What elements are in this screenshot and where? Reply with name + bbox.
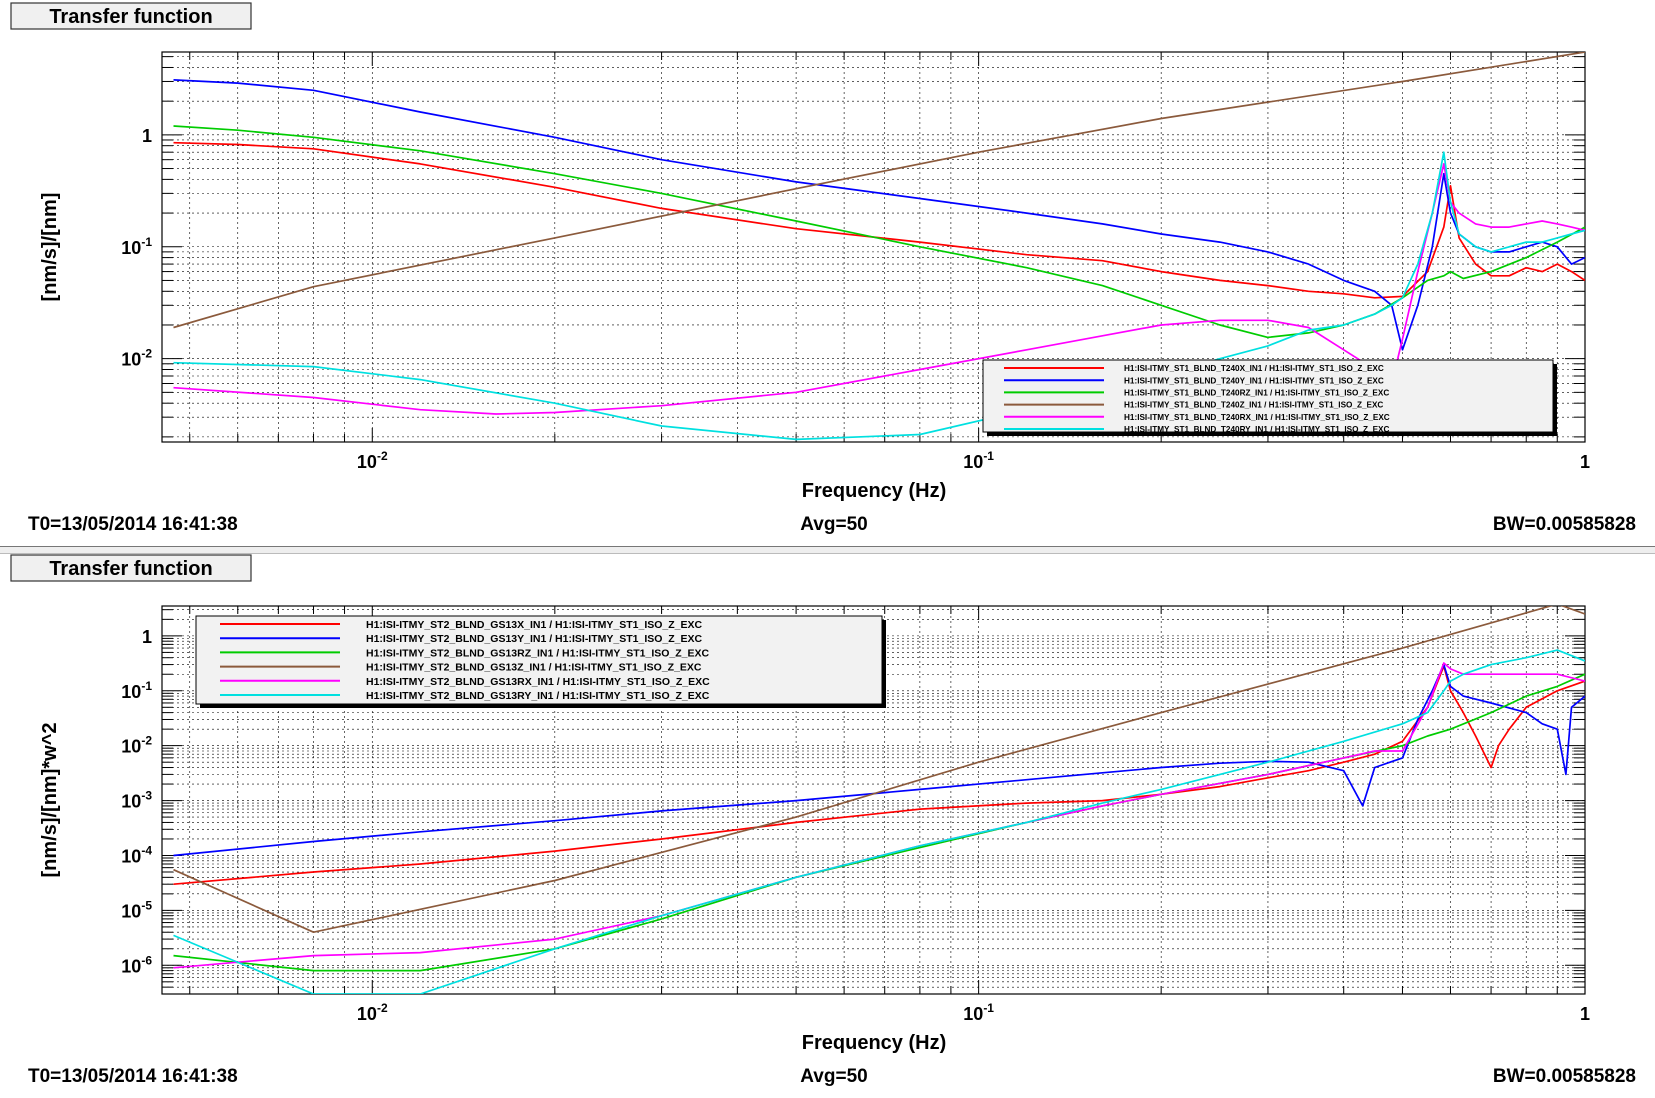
- chart-title: Transfer function: [49, 558, 212, 580]
- y-tick-label-base: 10: [121, 238, 141, 258]
- footer-t0: T0=13/05/2014 16:41:38: [28, 1066, 238, 1087]
- series-group: [173, 52, 1585, 441]
- legend-entry: H1:ISI-ITMY_ST2_BLND_GS13X_IN1 / H1:ISI-…: [366, 619, 703, 631]
- grid-lines: [162, 52, 1586, 442]
- x-tick-label: 10-1: [963, 449, 994, 472]
- y-tick-label-exp: -2: [141, 734, 152, 748]
- x-tick-label-base: 10: [357, 452, 377, 472]
- footer-t0: T0=13/05/2014 16:41:38: [28, 514, 238, 535]
- x-tick-label-base: 10: [963, 1004, 983, 1024]
- y-tick-label: 10-1: [121, 679, 152, 702]
- legend-box: [195, 615, 883, 705]
- legend-entry: H1:ISI-ITMY_ST2_BLND_GS13Y_IN1 / H1:ISI-…: [366, 633, 703, 645]
- series-line: [173, 79, 1585, 351]
- legend-entry: H1:ISI-ITMY_ST1_BLND_T240Y_IN1 / H1:ISI-…: [1124, 376, 1384, 385]
- series-group: [173, 606, 1585, 994]
- legend-entry: H1:ISI-ITMY_ST2_BLND_GS13RX_IN1 / H1:ISI…: [366, 676, 710, 688]
- transfer-function-panel-top: Transfer function 10-2 10-1 1 10-2 10-1 1 Frequ…: [0, 0, 1655, 546]
- y-tick-label: 1: [142, 126, 152, 146]
- x-tick-label-exp: -2: [377, 449, 388, 463]
- footer-bw: BW=0.00585828: [1493, 1066, 1636, 1087]
- series-line: [173, 663, 1585, 857]
- y-tick-label: 10-5: [121, 898, 152, 921]
- y-tick-label: 10-4: [121, 843, 152, 866]
- legend-box: [982, 359, 1554, 433]
- footer-avg: Avg=50: [800, 1066, 867, 1087]
- x-tick-label-base: 1: [1580, 1004, 1590, 1024]
- x-tick-label-base: 10: [963, 452, 983, 472]
- y-tick-label-base: 10: [121, 846, 141, 866]
- title-tab: [10, 2, 252, 30]
- x-tick-label: 10-1: [963, 1001, 994, 1024]
- series-line: [173, 151, 1585, 441]
- panel-divider: [0, 546, 1655, 554]
- legend-entry: H1:ISI-ITMY_ST2_BLND_GS13Z_IN1 / H1:ISI-…: [366, 662, 702, 674]
- series-line: [173, 125, 1585, 339]
- legend-entry: H1:ISI-ITMY_ST1_BLND_T240X_IN1 / H1:ISI-…: [1124, 364, 1384, 373]
- series-line: [173, 141, 1585, 299]
- y-tick-label-base: 1: [142, 627, 152, 647]
- y-tick-label-exp: -3: [141, 789, 152, 803]
- y-tick-label-base: 1: [142, 126, 152, 146]
- legend-entry: H1:ISI-ITMY_ST1_BLND_T240RZ_IN1 / H1:ISI…: [1124, 389, 1389, 398]
- y-tick-label: 10-3: [121, 789, 152, 812]
- y-tick-label-exp: -6: [141, 953, 152, 967]
- y-tick-label-base: 10: [121, 792, 141, 812]
- y-tick-label-exp: -5: [141, 898, 152, 912]
- x-tick-label-base: 1: [1580, 452, 1590, 472]
- y-tick-label-base: 10: [121, 737, 141, 757]
- legend-entry: H1:ISI-ITMY_ST2_BLND_GS13RZ_IN1 / H1:ISI…: [366, 647, 710, 659]
- y-tick-label-base: 10: [121, 350, 141, 370]
- legend-entry: H1:ISI-ITMY_ST2_BLND_GS13RY_IN1 / H1:ISI…: [366, 690, 710, 702]
- x-tick-label-exp: -2: [377, 1001, 388, 1015]
- series-line: [173, 649, 1585, 994]
- series-line: [173, 52, 1585, 329]
- y-tick-label: 10-1: [121, 235, 152, 258]
- x-tick-label-base: 10: [357, 1004, 377, 1024]
- y-tick-label: 10-6: [121, 953, 152, 976]
- chart-title: Transfer function: [49, 6, 212, 28]
- x-tick-label-exp: -1: [983, 1001, 994, 1015]
- x-tick-label-exp: -1: [983, 449, 994, 463]
- transfer-function-panel-bottom: Transfer function 10-2 10-1 1 10-6 10-5 10-4 10…: [0, 552, 1655, 1098]
- x-tick-label: 10-2: [357, 449, 388, 472]
- y-axis-label: [nm/s]/[nm]: [39, 193, 61, 302]
- x-tick-label: 10-2: [357, 1001, 388, 1024]
- legend-entry: H1:ISI-ITMY_ST1_BLND_T240RY_IN1 / H1:ISI…: [1124, 425, 1389, 434]
- x-tick-label: 1: [1580, 1004, 1590, 1024]
- y-tick-label-base: 10: [121, 682, 141, 702]
- y-tick-label-exp: -2: [141, 347, 152, 361]
- y-tick-label: 1: [142, 627, 152, 647]
- y-axis-label: [nm/s]/[nm]*w^2: [39, 722, 61, 877]
- legend-entry: H1:ISI-ITMY_ST1_BLND_T240Z_IN1 / H1:ISI-…: [1124, 401, 1383, 410]
- y-tick-label: 10-2: [121, 347, 152, 370]
- y-tick-label: 10-2: [121, 734, 152, 757]
- x-tick-label: 1: [1580, 452, 1590, 472]
- y-tick-label-exp: -1: [141, 679, 152, 693]
- series-line: [173, 662, 1585, 969]
- y-tick-label-exp: -4: [141, 843, 152, 857]
- y-tick-label-exp: -1: [141, 235, 152, 249]
- footer-avg: Avg=50: [800, 514, 867, 535]
- legend-entry: H1:ISI-ITMY_ST1_BLND_T240RX_IN1 / H1:ISI…: [1124, 413, 1390, 422]
- y-tick-label-base: 10: [121, 901, 141, 921]
- x-axis-label: Frequency (Hz): [802, 1032, 946, 1054]
- x-axis-label: Frequency (Hz): [802, 480, 946, 502]
- y-tick-label-base: 10: [121, 956, 141, 976]
- series-line: [173, 665, 1585, 886]
- footer-bw: BW=0.00585828: [1493, 514, 1636, 535]
- series-line: [173, 606, 1585, 934]
- title-tab: [10, 554, 252, 582]
